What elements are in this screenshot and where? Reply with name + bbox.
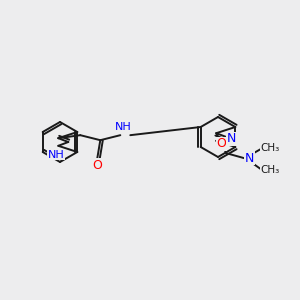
Text: O: O [216,137,226,150]
Text: N: N [226,133,236,146]
Text: NH: NH [48,150,65,160]
Text: CH₃: CH₃ [261,165,280,175]
Text: CH₃: CH₃ [261,143,280,153]
Text: NH: NH [115,122,132,132]
Text: O: O [92,159,102,172]
Text: N: N [244,152,254,165]
